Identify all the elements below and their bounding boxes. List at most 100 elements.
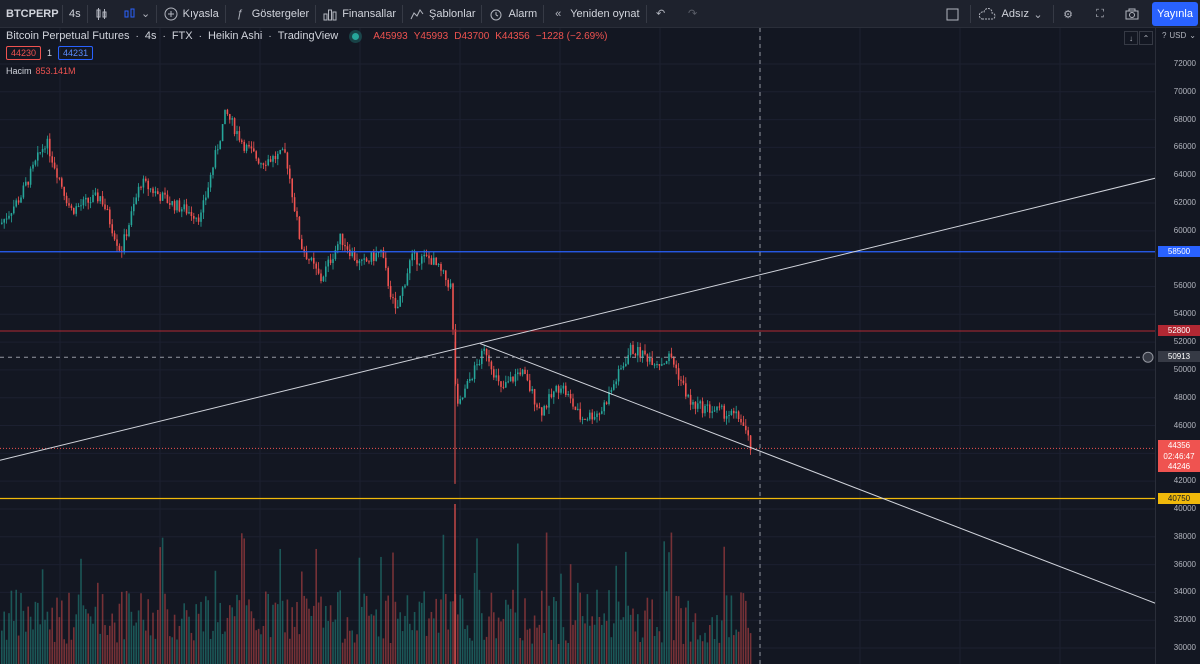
candle — [646, 354, 649, 362]
volume-bar — [709, 625, 711, 664]
volume-bar — [73, 627, 75, 664]
candle — [308, 259, 310, 261]
volume-bar — [70, 639, 73, 664]
candle — [212, 167, 214, 175]
volume-bar — [473, 572, 476, 664]
redo-button[interactable]: ↷ — [679, 0, 711, 28]
fullscreen-button[interactable]: ⛶ — [1086, 0, 1118, 28]
candle — [188, 211, 190, 214]
volume-bar — [745, 600, 747, 664]
candle — [325, 266, 327, 277]
candle — [137, 186, 140, 198]
candle — [111, 224, 113, 234]
divider — [1053, 5, 1054, 23]
candle — [104, 204, 106, 210]
volume-legend: Hacim 853.141M — [6, 66, 76, 76]
volume-bar — [56, 597, 58, 664]
candle — [305, 252, 308, 260]
select-layout-button[interactable] — [938, 0, 970, 28]
candle — [723, 405, 725, 419]
currency-selector[interactable]: ? USD ⌄ — [1162, 31, 1196, 40]
volume-bar — [154, 638, 157, 664]
price-chart[interactable] — [0, 28, 1200, 664]
add-alert-icon[interactable] — [1142, 351, 1154, 363]
templates-button[interactable]: Şablonlar — [403, 0, 481, 28]
candle — [377, 251, 380, 254]
volume-bar — [75, 614, 77, 664]
volume-bar — [85, 609, 87, 664]
candle — [476, 364, 478, 366]
volume-bar — [740, 592, 742, 664]
volume-bar — [433, 618, 435, 664]
scroll-to-latest-button[interactable]: ↓ — [1124, 31, 1138, 45]
snapshot-button[interactable] — [1118, 0, 1150, 28]
candle — [694, 401, 697, 409]
volume-bar — [140, 593, 142, 664]
indicators-button[interactable]: ƒ Göstergeler — [226, 0, 315, 28]
legend-sep: · — [162, 30, 166, 42]
financials-button[interactable]: Finansallar — [316, 0, 402, 28]
settings-button[interactable]: ⚙ — [1054, 0, 1086, 28]
horizontal-lines[interactable] — [0, 251, 1156, 500]
candle — [536, 404, 538, 408]
sell-button[interactable]: 44230 — [6, 46, 42, 60]
replay-button[interactable]: « Yeniden oynat — [544, 0, 645, 28]
volume-bar — [485, 636, 488, 664]
candle — [236, 131, 238, 135]
volume-bar — [406, 595, 409, 664]
volume-bar — [334, 619, 337, 664]
buy-button[interactable]: 44231 — [58, 46, 94, 60]
candle — [586, 419, 589, 421]
candle — [317, 268, 320, 274]
candle — [742, 422, 745, 426]
candle — [284, 149, 286, 153]
volume-bar — [677, 596, 680, 664]
market-status-icon[interactable] — [352, 32, 360, 40]
candle — [478, 364, 481, 366]
volume-bar — [229, 605, 231, 664]
candle — [80, 205, 82, 207]
volume-bar — [181, 618, 183, 664]
legend-collapse-button[interactable]: ⌃ — [1139, 31, 1153, 45]
question-icon: ? — [1161, 31, 1167, 40]
candle — [685, 383, 687, 397]
volume-bar — [562, 627, 565, 664]
volume-bar — [106, 635, 109, 664]
volume-bar — [329, 605, 332, 664]
chart-type-button[interactable] — [88, 0, 120, 28]
candle — [197, 217, 200, 222]
candle — [356, 260, 358, 264]
layout-name-button[interactable]: Adsız ⌄ — [971, 0, 1053, 28]
heikin-ashi-button[interactable]: ⌄ — [120, 0, 156, 28]
candle — [411, 253, 413, 261]
candle — [665, 361, 668, 364]
price-axis[interactable]: ? USD ⌄ 72000 70000 68000 66000 64000 62000 6000… — [1155, 28, 1200, 664]
candle — [605, 402, 608, 405]
candle — [85, 197, 87, 200]
price-badge-40750: 40750 — [1158, 492, 1200, 504]
volume-bar — [53, 641, 56, 664]
divider — [224, 4, 226, 23]
volume-bar — [716, 615, 718, 664]
candle — [286, 152, 289, 169]
candle — [296, 211, 298, 217]
candle — [548, 394, 550, 408]
candle — [550, 394, 553, 398]
candle — [658, 363, 661, 366]
alarm-button[interactable]: Alarm — [482, 0, 543, 28]
candle — [697, 403, 699, 409]
volume-bar — [267, 593, 269, 664]
volume-bar — [704, 632, 706, 664]
publish-button[interactable]: Yayınla — [1152, 2, 1198, 26]
divider — [86, 4, 88, 23]
undo-button[interactable]: ↶ — [647, 0, 679, 28]
trend-lines[interactable] — [0, 177, 1157, 604]
volume-bar — [517, 543, 519, 664]
volume-bar — [394, 601, 397, 664]
interval-button[interactable]: 4s — [63, 0, 87, 28]
compare-button[interactable]: Kıyasla — [157, 0, 225, 28]
symbol-search-button[interactable]: BTCPERP — [0, 0, 62, 28]
volume-bar — [349, 630, 351, 664]
candle — [5, 218, 8, 220]
volume-bar — [39, 624, 41, 664]
